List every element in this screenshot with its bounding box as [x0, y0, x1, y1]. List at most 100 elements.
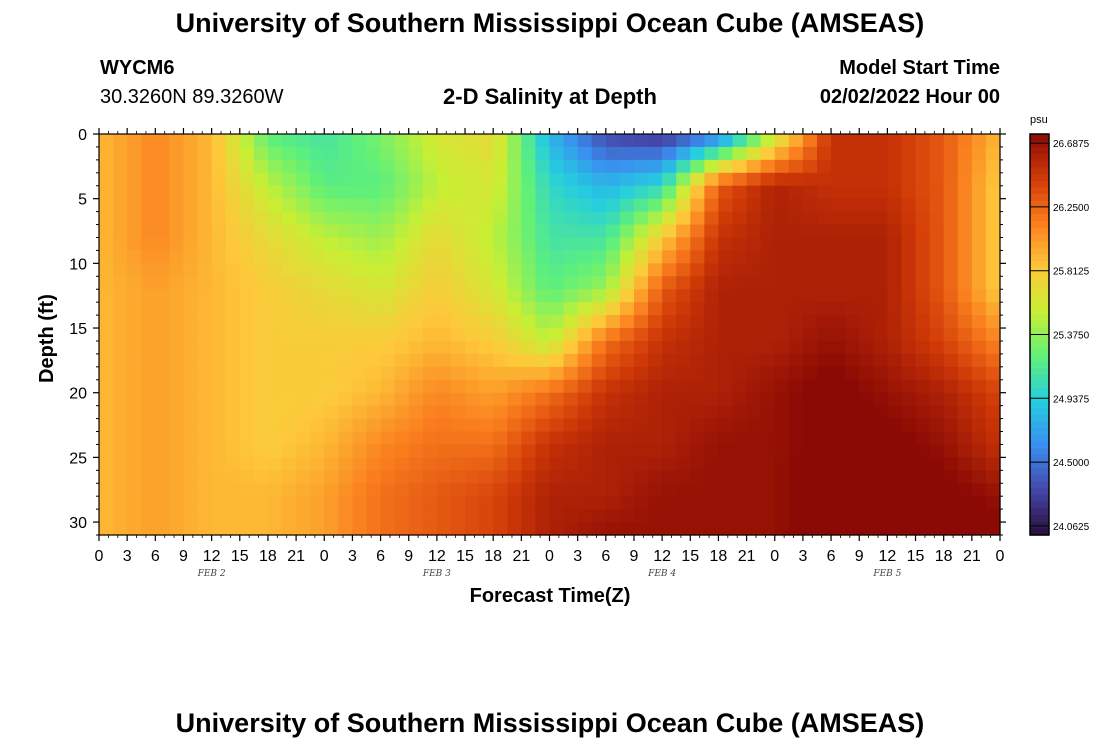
- heatmap-cell: [943, 276, 959, 290]
- heatmap-cell: [436, 457, 452, 471]
- heatmap-cell: [591, 483, 607, 497]
- heatmap-cell: [887, 315, 903, 329]
- colorbar-swatch: [1030, 421, 1049, 429]
- heatmap-cell: [197, 405, 213, 420]
- heatmap-cell: [943, 224, 959, 239]
- x-tick-label: 9: [630, 548, 639, 565]
- heatmap-cell: [676, 250, 691, 264]
- heatmap-cell: [704, 509, 720, 523]
- heatmap-cell: [267, 289, 283, 303]
- heatmap-cell: [493, 353, 508, 368]
- heatmap-cell: [352, 237, 368, 252]
- heatmap-cell: [450, 276, 466, 290]
- heatmap-cell: [436, 172, 452, 187]
- heatmap-cell: [99, 405, 114, 420]
- heatmap-cell: [282, 470, 297, 484]
- heatmap-cell: [253, 302, 269, 316]
- heatmap-cell: [408, 483, 424, 497]
- heatmap-cell: [225, 328, 241, 342]
- heatmap-cell: [549, 185, 565, 200]
- heatmap-cell: [141, 353, 156, 368]
- heatmap-cell: [676, 353, 691, 368]
- heatmap-cell: [648, 185, 663, 200]
- heatmap-cell: [436, 237, 452, 252]
- heatmap-cell: [225, 470, 241, 484]
- heatmap-cell: [957, 340, 973, 355]
- heatmap-cell: [324, 302, 339, 316]
- heatmap-cell: [239, 340, 255, 355]
- heatmap-cell: [887, 134, 903, 148]
- heatmap-cell: [296, 444, 311, 458]
- heatmap-cell: [183, 146, 199, 161]
- heatmap-cell: [127, 444, 142, 458]
- heatmap-cell: [521, 444, 537, 458]
- heatmap-cell: [605, 315, 621, 329]
- y-tick-label: 5: [78, 192, 87, 209]
- heatmap-cell: [915, 496, 931, 510]
- heatmap-cell: [718, 328, 734, 342]
- heatmap-cell: [985, 172, 1001, 187]
- heatmap-cell: [479, 418, 494, 433]
- heatmap-cell: [324, 146, 339, 161]
- heatmap-cell: [633, 340, 649, 355]
- heatmap-cell: [915, 224, 931, 239]
- heatmap-cell: [197, 302, 213, 316]
- heatmap-cell: [563, 340, 579, 355]
- heatmap-cell: [521, 522, 537, 536]
- heatmap-cell: [394, 470, 410, 484]
- heatmap-cell: [366, 134, 382, 148]
- heatmap-cell: [676, 134, 691, 148]
- heatmap-cell: [732, 328, 748, 342]
- heatmap-cell: [310, 470, 325, 484]
- heatmap-cell: [296, 315, 311, 329]
- heatmap-cell: [211, 289, 227, 303]
- heatmap-cell: [985, 418, 1001, 433]
- heatmap-cell: [521, 405, 537, 420]
- heatmap-cell: [493, 444, 508, 458]
- heatmap-cell: [408, 444, 424, 458]
- heatmap-cell: [549, 146, 565, 161]
- colorbar-swatch: [1030, 508, 1049, 516]
- heatmap-cell: [732, 289, 748, 303]
- heatmap-cell: [901, 198, 917, 213]
- heatmap-cell: [493, 509, 508, 523]
- heatmap-cell: [760, 198, 776, 213]
- heatmap-cell: [324, 250, 339, 264]
- heatmap-cell: [183, 289, 199, 303]
- heatmap-cell: [746, 172, 762, 187]
- heatmap-cell: [788, 353, 804, 368]
- heatmap-cell: [563, 431, 579, 446]
- heatmap-cell: [788, 159, 804, 174]
- heatmap-cell: [507, 224, 522, 239]
- heatmap-cell: [985, 340, 1001, 355]
- heatmap-cell: [479, 276, 494, 290]
- heatmap-cell: [183, 470, 199, 484]
- heatmap-cell: [760, 366, 776, 381]
- x-tick-label: 9: [855, 548, 864, 565]
- heatmap-cell: [239, 263, 255, 277]
- heatmap-cell: [408, 146, 424, 161]
- heatmap-cell: [760, 509, 776, 523]
- heatmap-cell: [619, 263, 635, 277]
- colorbar-swatch: [1030, 207, 1049, 215]
- heatmap-cell: [507, 431, 522, 446]
- heatmap-cell: [704, 263, 720, 277]
- heatmap-cell: [746, 431, 762, 446]
- heatmap-cell: [507, 340, 522, 355]
- model-start-label: Model Start Time: [839, 57, 1000, 79]
- heatmap-cell: [605, 159, 621, 174]
- heatmap-cell: [901, 509, 917, 523]
- heatmap-cell: [465, 172, 480, 187]
- heatmap-cell: [915, 509, 931, 523]
- heatmap-cell: [141, 444, 156, 458]
- heatmap-cell: [127, 302, 142, 316]
- heatmap-cell: [690, 289, 705, 303]
- heatmap-cell: [352, 340, 368, 355]
- heatmap-cell: [99, 379, 114, 394]
- heatmap-cell: [985, 237, 1001, 252]
- heatmap-cell: [985, 444, 1001, 458]
- heatmap-cell: [493, 250, 508, 264]
- heatmap-cell: [225, 340, 241, 355]
- heatmap-cell: [99, 509, 114, 523]
- heatmap-cell: [239, 470, 255, 484]
